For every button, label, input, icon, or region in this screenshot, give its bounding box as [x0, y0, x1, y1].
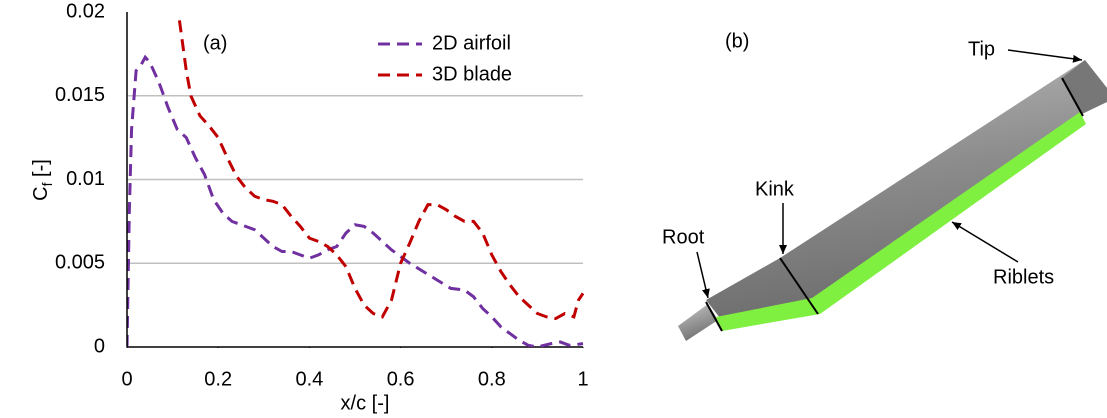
blade-diagram: (b) Tip Kink Root Riblets [662, 30, 1107, 341]
y-tick-label: 0 [94, 335, 105, 357]
riblets-label: Riblets [993, 266, 1054, 288]
root-arrow [697, 252, 708, 298]
y-tick-label: 0.01 [66, 168, 105, 190]
legend-label: 2D airfoil [432, 32, 511, 54]
x-tick-label: 0.6 [387, 368, 415, 390]
annotation: (a) [203, 32, 227, 54]
x-tick-label: 0.4 [295, 368, 323, 390]
legend-label: 3D blade [432, 63, 512, 85]
x-tick-label: 1 [577, 368, 588, 390]
y-axis-label-part: [-] [30, 159, 52, 182]
kink-label: Kink [755, 178, 795, 200]
figure: 0 0.005 0.01 0.015 0.02 0 0.2 0.4 0.6 0.8 1 x/c [-]… [0, 0, 1107, 418]
x-axis-label: x/c [-] [341, 392, 390, 414]
x-tick-label: 0.8 [478, 368, 506, 390]
x-tick-label: 0 [121, 368, 132, 390]
diagram-label: (b) [725, 30, 749, 52]
y-tick-label: 0.005 [55, 252, 105, 274]
y-axis-label: Cf [-] [30, 159, 54, 201]
x-tick-label: 0.2 [204, 368, 232, 390]
chart-a: 0 0.005 0.01 0.015 0.02 0 0.2 0.4 0.6 0.8 1 x/c [-]… [30, 0, 588, 414]
root-cylinder [678, 304, 718, 341]
y-axis-label-part: C [30, 186, 52, 200]
y-tick-label: 0.015 [55, 84, 105, 106]
y-tick-label: 0.02 [66, 0, 105, 22]
tip-arrow [1008, 50, 1082, 60]
tip-label: Tip [968, 38, 995, 60]
data-line [179, 20, 583, 318]
root-label: Root [662, 226, 705, 248]
riblets-arrow [952, 222, 1018, 262]
data-line [127, 57, 583, 347]
